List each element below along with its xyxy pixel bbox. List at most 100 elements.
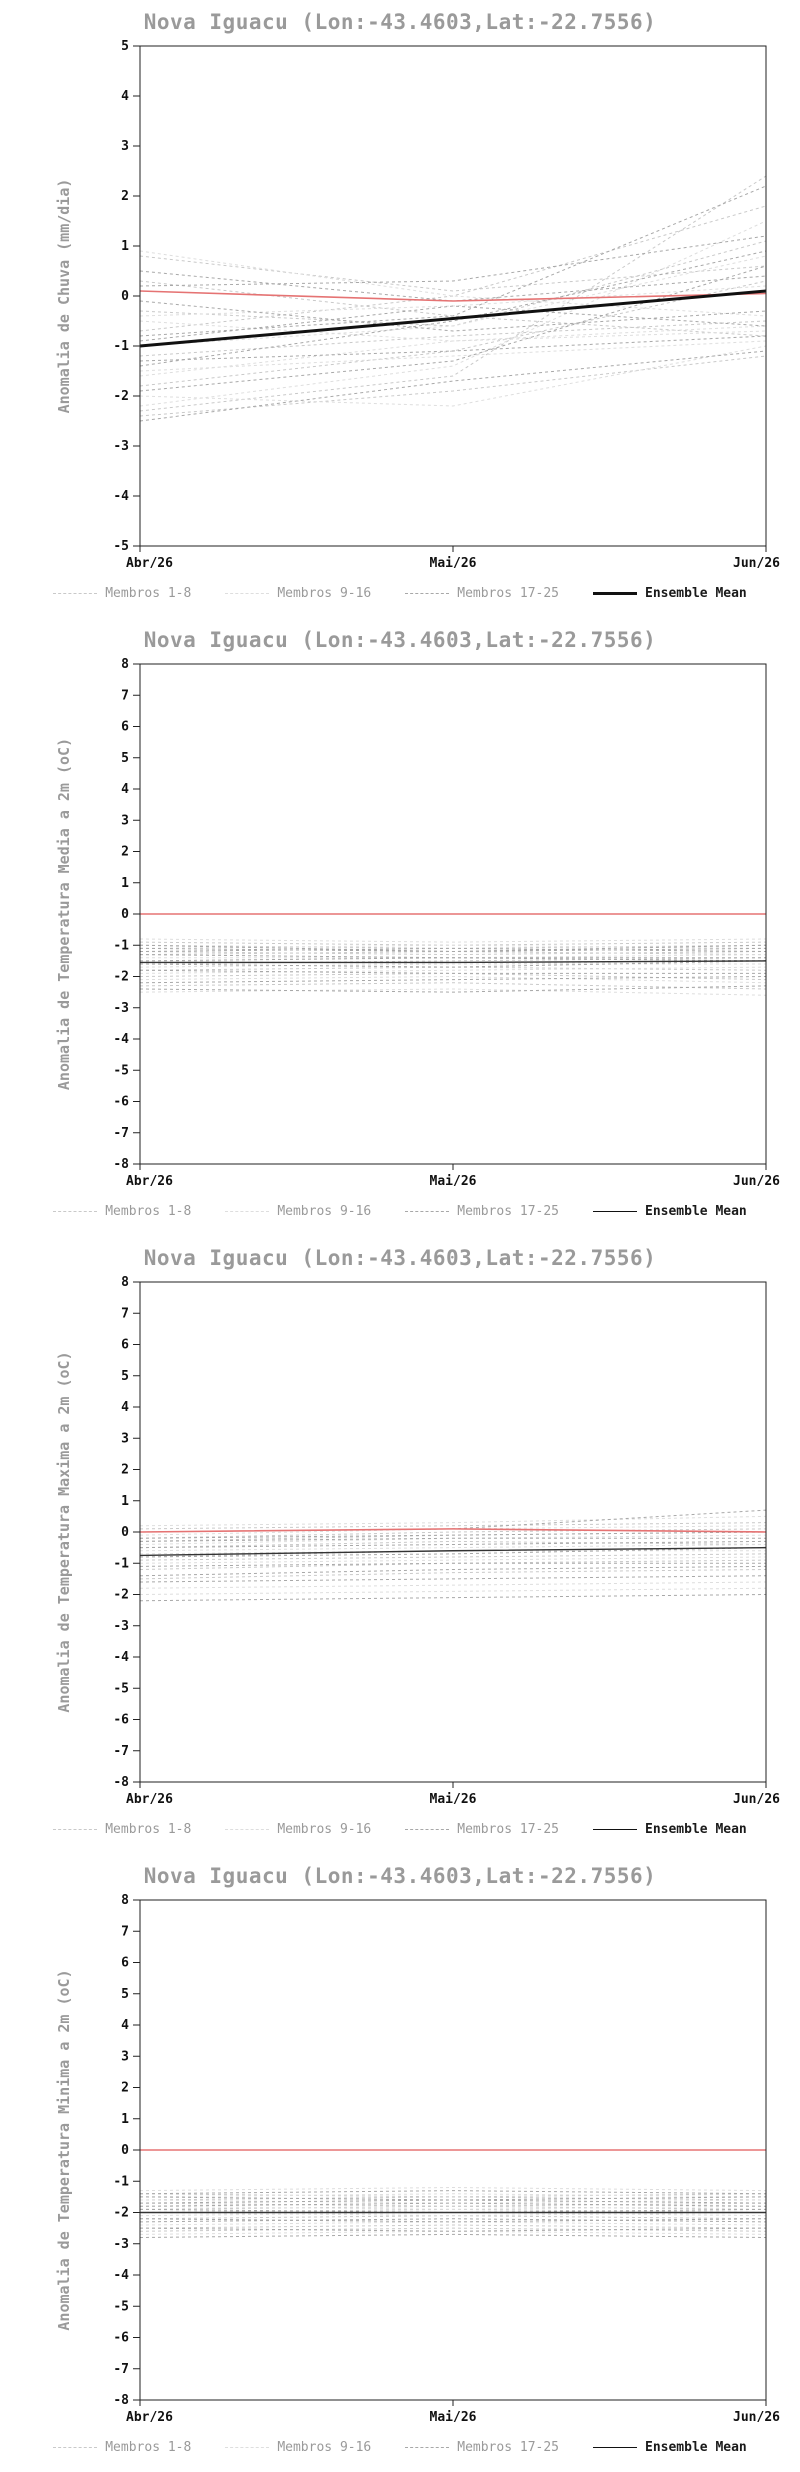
legend-item: Membros 9-16 xyxy=(225,1822,371,1837)
legend-item: Membros 9-16 xyxy=(225,1204,371,1219)
legend-item: Membros 17-25 xyxy=(405,2440,559,2455)
svg-text:-4: -4 xyxy=(113,1032,129,1047)
svg-text:3: 3 xyxy=(121,2049,129,2064)
svg-text:-2: -2 xyxy=(113,1588,129,1603)
legend-line-sample xyxy=(225,1210,270,1212)
plot-area: Anomalia de Temperatura Minima a 2m (oC)… xyxy=(0,1892,800,2432)
svg-text:8: 8 xyxy=(121,1275,129,1290)
legend-item: Membros 17-25 xyxy=(405,586,559,601)
legend-line-sample xyxy=(405,1828,450,1830)
legend-line-sample xyxy=(53,1828,98,1830)
svg-text:-3: -3 xyxy=(113,439,129,454)
svg-text:6: 6 xyxy=(121,720,129,735)
legend-line-sample xyxy=(405,592,450,594)
svg-text:-7: -7 xyxy=(113,1126,129,1141)
svg-text:-2: -2 xyxy=(113,389,129,404)
legend-label: Membros 17-25 xyxy=(457,2439,559,2455)
legend-label: Membros 9-16 xyxy=(277,1203,372,1219)
legend-line-sample xyxy=(593,2446,637,2448)
svg-text:-4: -4 xyxy=(113,489,129,504)
legend-item: Membros 17-25 xyxy=(405,1822,559,1837)
svg-text:5: 5 xyxy=(121,39,129,54)
legend-label: Membros 9-16 xyxy=(277,585,372,601)
svg-text:-7: -7 xyxy=(113,1744,129,1759)
svg-text:6: 6 xyxy=(121,1956,129,1971)
legend-item: Membros 9-16 xyxy=(225,586,371,601)
svg-text:-3: -3 xyxy=(113,2237,129,2252)
legend-label: Membros 9-16 xyxy=(277,2439,372,2455)
chart-plot: -5 -4 -3 -2 -1 0 1 2 3 4 5 Abr/26 Mai/26 Jun/26 xyxy=(113,39,780,571)
svg-text:Mai/26: Mai/26 xyxy=(430,1792,477,1807)
legend-line-sample xyxy=(225,2446,270,2448)
legend-line-sample xyxy=(405,1210,450,1212)
svg-text:-1: -1 xyxy=(113,1556,129,1571)
chart-title: Nova Iguacu (Lon:-43.4603,Lat:-22.7556) xyxy=(143,10,657,34)
svg-text:7: 7 xyxy=(121,1924,129,1939)
legend-label: Membros 9-16 xyxy=(277,1821,372,1837)
svg-text:4: 4 xyxy=(121,2018,129,2033)
svg-text:-1: -1 xyxy=(113,2174,129,2189)
chart-panel-chuva: Nova Iguacu (Lon:-43.4603,Lat:-22.7556) … xyxy=(0,0,800,618)
svg-text:2: 2 xyxy=(121,1463,129,1478)
svg-text:Abr/26: Abr/26 xyxy=(126,2410,173,2425)
legend-label: Ensemble Mean xyxy=(645,2439,747,2455)
legend-label: Membros 17-25 xyxy=(457,585,559,601)
legend-line-sample xyxy=(593,591,637,595)
svg-text:-3: -3 xyxy=(113,1001,129,1016)
svg-text:3: 3 xyxy=(121,1431,129,1446)
chart-panel-temp-minima: Nova Iguacu (Lon:-43.4603,Lat:-22.7556) … xyxy=(0,1854,800,2472)
legend-label: Membros 17-25 xyxy=(457,1821,559,1837)
legend-line-sample xyxy=(225,592,270,594)
chart-panel-temp-maxima: Nova Iguacu (Lon:-43.4603,Lat:-22.7556) … xyxy=(0,1236,800,1854)
svg-text:-5: -5 xyxy=(113,539,129,554)
svg-text:1: 1 xyxy=(121,1494,129,1509)
svg-text:Jun/26: Jun/26 xyxy=(733,556,780,571)
svg-text:2: 2 xyxy=(121,189,129,204)
y-axis-label: Anomalia de Temperatura Minima a 2m (oC) xyxy=(55,1969,73,2331)
legend-line-sample xyxy=(593,1828,637,1830)
svg-text:Mai/26: Mai/26 xyxy=(430,1174,477,1189)
svg-text:-7: -7 xyxy=(113,2362,129,2377)
svg-text:1: 1 xyxy=(121,876,129,891)
svg-text:5: 5 xyxy=(121,1369,129,1384)
legend-item: Ensemble Mean xyxy=(593,2440,747,2455)
svg-text:3: 3 xyxy=(121,139,129,154)
chart-plot: -8 -7 -6 -5 -4 -3 -2 -1 0 1 2 3 4 5 6 7 8 Abr/26 Mai/26 Jun… xyxy=(113,657,780,1189)
legend-item: Ensemble Mean xyxy=(593,586,747,601)
legend-item: Membros 9-16 xyxy=(225,2440,371,2455)
svg-text:-6: -6 xyxy=(113,1713,129,1728)
svg-text:Mai/26: Mai/26 xyxy=(430,2410,477,2425)
svg-text:4: 4 xyxy=(121,89,129,104)
svg-text:0: 0 xyxy=(121,2143,129,2158)
legend-item: Ensemble Mean xyxy=(593,1822,747,1837)
legend-item: Membros 17-25 xyxy=(405,1204,559,1219)
svg-text:Mai/26: Mai/26 xyxy=(430,556,477,571)
plot-area: Anomalia de Temperatura Media a 2m (oC) … xyxy=(0,656,800,1196)
svg-text:-2: -2 xyxy=(113,970,129,985)
legend-item: Membros 1-8 xyxy=(53,1204,191,1219)
svg-text:4: 4 xyxy=(121,782,129,797)
chart-legend: Membros 1-8 Membros 9-16 Membros 17-25 E… xyxy=(0,1196,800,1226)
legend-label: Membros 1-8 xyxy=(105,1203,192,1219)
legend-label: Ensemble Mean xyxy=(645,585,747,601)
legend-line-sample xyxy=(225,1828,270,1830)
chart-legend: Membros 1-8 Membros 9-16 Membros 17-25 E… xyxy=(0,578,800,608)
svg-text:5: 5 xyxy=(121,751,129,766)
svg-text:Jun/26: Jun/26 xyxy=(733,2410,780,2425)
svg-text:2: 2 xyxy=(121,845,129,860)
svg-text:-5: -5 xyxy=(113,2299,129,2314)
svg-text:5: 5 xyxy=(121,1987,129,2002)
chart-legend: Membros 1-8 Membros 9-16 Membros 17-25 E… xyxy=(0,1814,800,1844)
svg-text:6: 6 xyxy=(121,1338,129,1353)
svg-text:-2: -2 xyxy=(113,2206,129,2221)
svg-text:-8: -8 xyxy=(113,1157,129,1172)
svg-text:0: 0 xyxy=(121,1525,129,1540)
svg-text:7: 7 xyxy=(121,1306,129,1321)
legend-item: Membros 1-8 xyxy=(53,586,191,601)
chart-title: Nova Iguacu (Lon:-43.4603,Lat:-22.7556) xyxy=(143,1864,657,1888)
legend-item: Ensemble Mean xyxy=(593,1204,747,1219)
y-axis-label: Anomalia de Temperatura Maxima a 2m (oC) xyxy=(55,1351,73,1713)
y-axis-label: Anomalia de Chuva (mm/dia) xyxy=(55,178,73,414)
y-axis-label: Anomalia de Temperatura Media a 2m (oC) xyxy=(55,737,73,1091)
legend-item: Membros 1-8 xyxy=(53,2440,191,2455)
